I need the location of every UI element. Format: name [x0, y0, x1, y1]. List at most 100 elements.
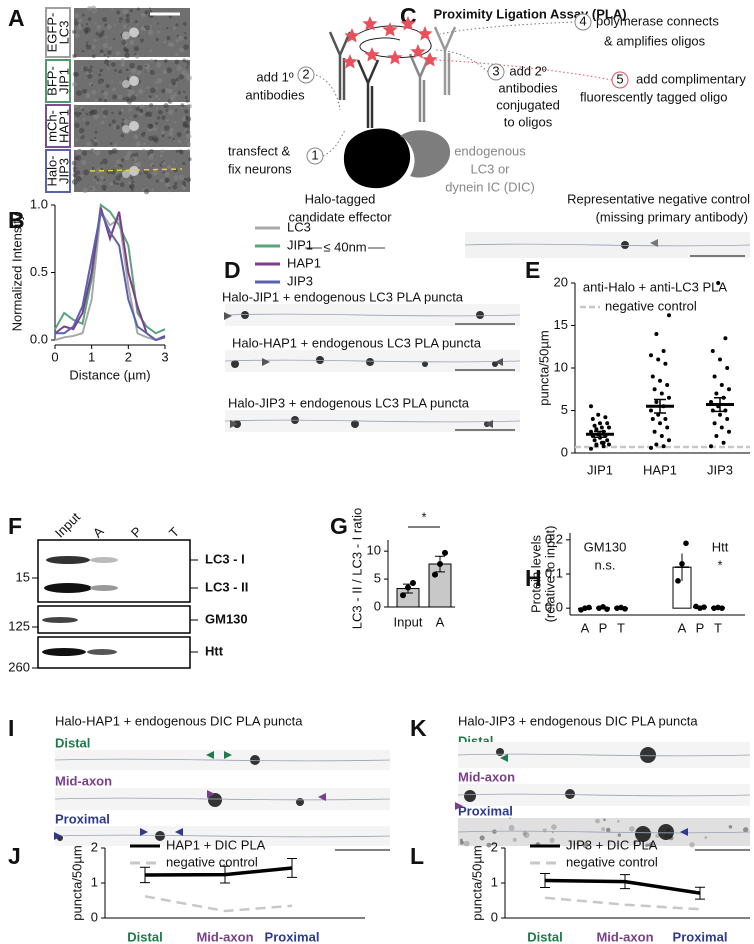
puncta [496, 748, 504, 756]
arrowhead [318, 793, 326, 801]
data-point [596, 412, 601, 417]
data-point [712, 374, 717, 379]
micrograph-noise [74, 111, 81, 118]
effector-label: Halo-tagged [305, 191, 376, 206]
micrograph-noise [124, 48, 129, 53]
fluor-star [417, 26, 433, 41]
panel-letter: A [8, 5, 25, 31]
error-bar [594, 430, 606, 439]
micrograph-noise [103, 59, 109, 65]
micrograph-noise [728, 825, 733, 829]
micrograph-noise [81, 159, 87, 165]
puncta [129, 166, 139, 176]
micrograph-noise [71, 160, 77, 166]
puncta [122, 80, 130, 88]
micrograph-noise [165, 27, 169, 30]
data-point [656, 357, 661, 362]
micrograph-noise [137, 65, 143, 71]
band-label: LC3 - I [205, 551, 245, 566]
x-tick-label: 3 [161, 349, 168, 364]
y-tick-label: 2 [491, 839, 498, 854]
step-number: 5 [616, 71, 623, 86]
micrograph-noise [144, 63, 151, 69]
micrograph-noise [79, 134, 82, 137]
error-bar [620, 874, 630, 890]
puncta [476, 311, 484, 319]
micrograph-noise [125, 68, 129, 72]
micrograph-noise [144, 64, 147, 68]
error-bar [714, 397, 726, 413]
marker-label: 125 [8, 618, 30, 633]
micrograph-noise [111, 8, 114, 11]
micrograph-noise [182, 58, 186, 62]
red-arrow [434, 59, 613, 81]
micrograph-noise [120, 122, 125, 126]
step-number: 1 [311, 147, 318, 162]
micrograph-noise [107, 67, 110, 70]
micrograph-noise [111, 148, 118, 154]
endogenous-label: dynein IC (DIC) [445, 179, 535, 194]
micrograph-noise [72, 53, 77, 59]
data-point [405, 584, 411, 591]
dotted-arrow [439, 21, 577, 35]
negative-control-label: (missing primary antibody) [596, 209, 748, 224]
micrograph-noise [159, 153, 163, 157]
micrograph-noise [103, 98, 108, 103]
data-point [605, 438, 610, 443]
y-tick-label: 2 [91, 839, 98, 854]
arrowhead [140, 828, 148, 836]
micrograph-noise [142, 188, 145, 191]
step-circle [487, 63, 505, 81]
micrograph-noise [170, 42, 175, 47]
arrowhead [230, 420, 238, 428]
data-point [725, 417, 730, 421]
micrograph-noise [172, 137, 175, 141]
micrograph-noise [128, 107, 133, 112]
band-label: GM130 [205, 611, 248, 626]
micrograph-noise [176, 65, 183, 72]
micrograph-noise [97, 78, 104, 85]
data-point [650, 417, 655, 421]
micrograph-noise [148, 95, 152, 99]
y-axis-label: puncta/50µm [536, 330, 551, 405]
y-tick-label: 0.2 [545, 531, 563, 546]
micrograph-noise [86, 113, 89, 116]
micrograph-noise [85, 22, 89, 26]
micrograph-noise [166, 36, 171, 41]
micrograph-noise [146, 86, 150, 89]
micrograph-noise [136, 22, 139, 26]
arrowhead [680, 828, 688, 836]
x-tick-label: P [599, 620, 608, 635]
micrograph-noise [127, 92, 132, 97]
data-point [710, 349, 715, 353]
micrograph-noise [182, 22, 187, 26]
micrograph-noise [82, 13, 85, 17]
micrograph-noise [186, 177, 192, 183]
data-point [589, 404, 593, 409]
micrograph-noise [131, 180, 135, 184]
micrograph-noise [82, 88, 88, 94]
x-tick-label: HAP1 [643, 462, 677, 477]
micrograph-noise [72, 166, 77, 171]
blot-band [90, 557, 118, 563]
micrograph-noise [168, 15, 172, 19]
significance: n.s. [595, 557, 616, 572]
blot-band [44, 583, 92, 593]
data-point [661, 444, 666, 449]
significance: * [421, 509, 426, 524]
micrograph-noise [128, 104, 132, 107]
micrograph-noise [73, 104, 78, 109]
blot-band [42, 617, 78, 623]
arrowhead [495, 358, 503, 366]
blot-band [42, 648, 86, 656]
step-number: 3 [492, 63, 499, 78]
region-label: Mid-axon [55, 773, 112, 788]
micrograph-noise [87, 73, 93, 79]
puncta [565, 789, 575, 799]
micrograph-noise [486, 842, 492, 848]
micrograph-noise [89, 148, 96, 154]
y-axis-label: (relative to input) [542, 526, 557, 623]
micrograph-noise [523, 833, 526, 836]
micrograph-noise [123, 154, 130, 161]
micrograph-noise [170, 94, 176, 100]
